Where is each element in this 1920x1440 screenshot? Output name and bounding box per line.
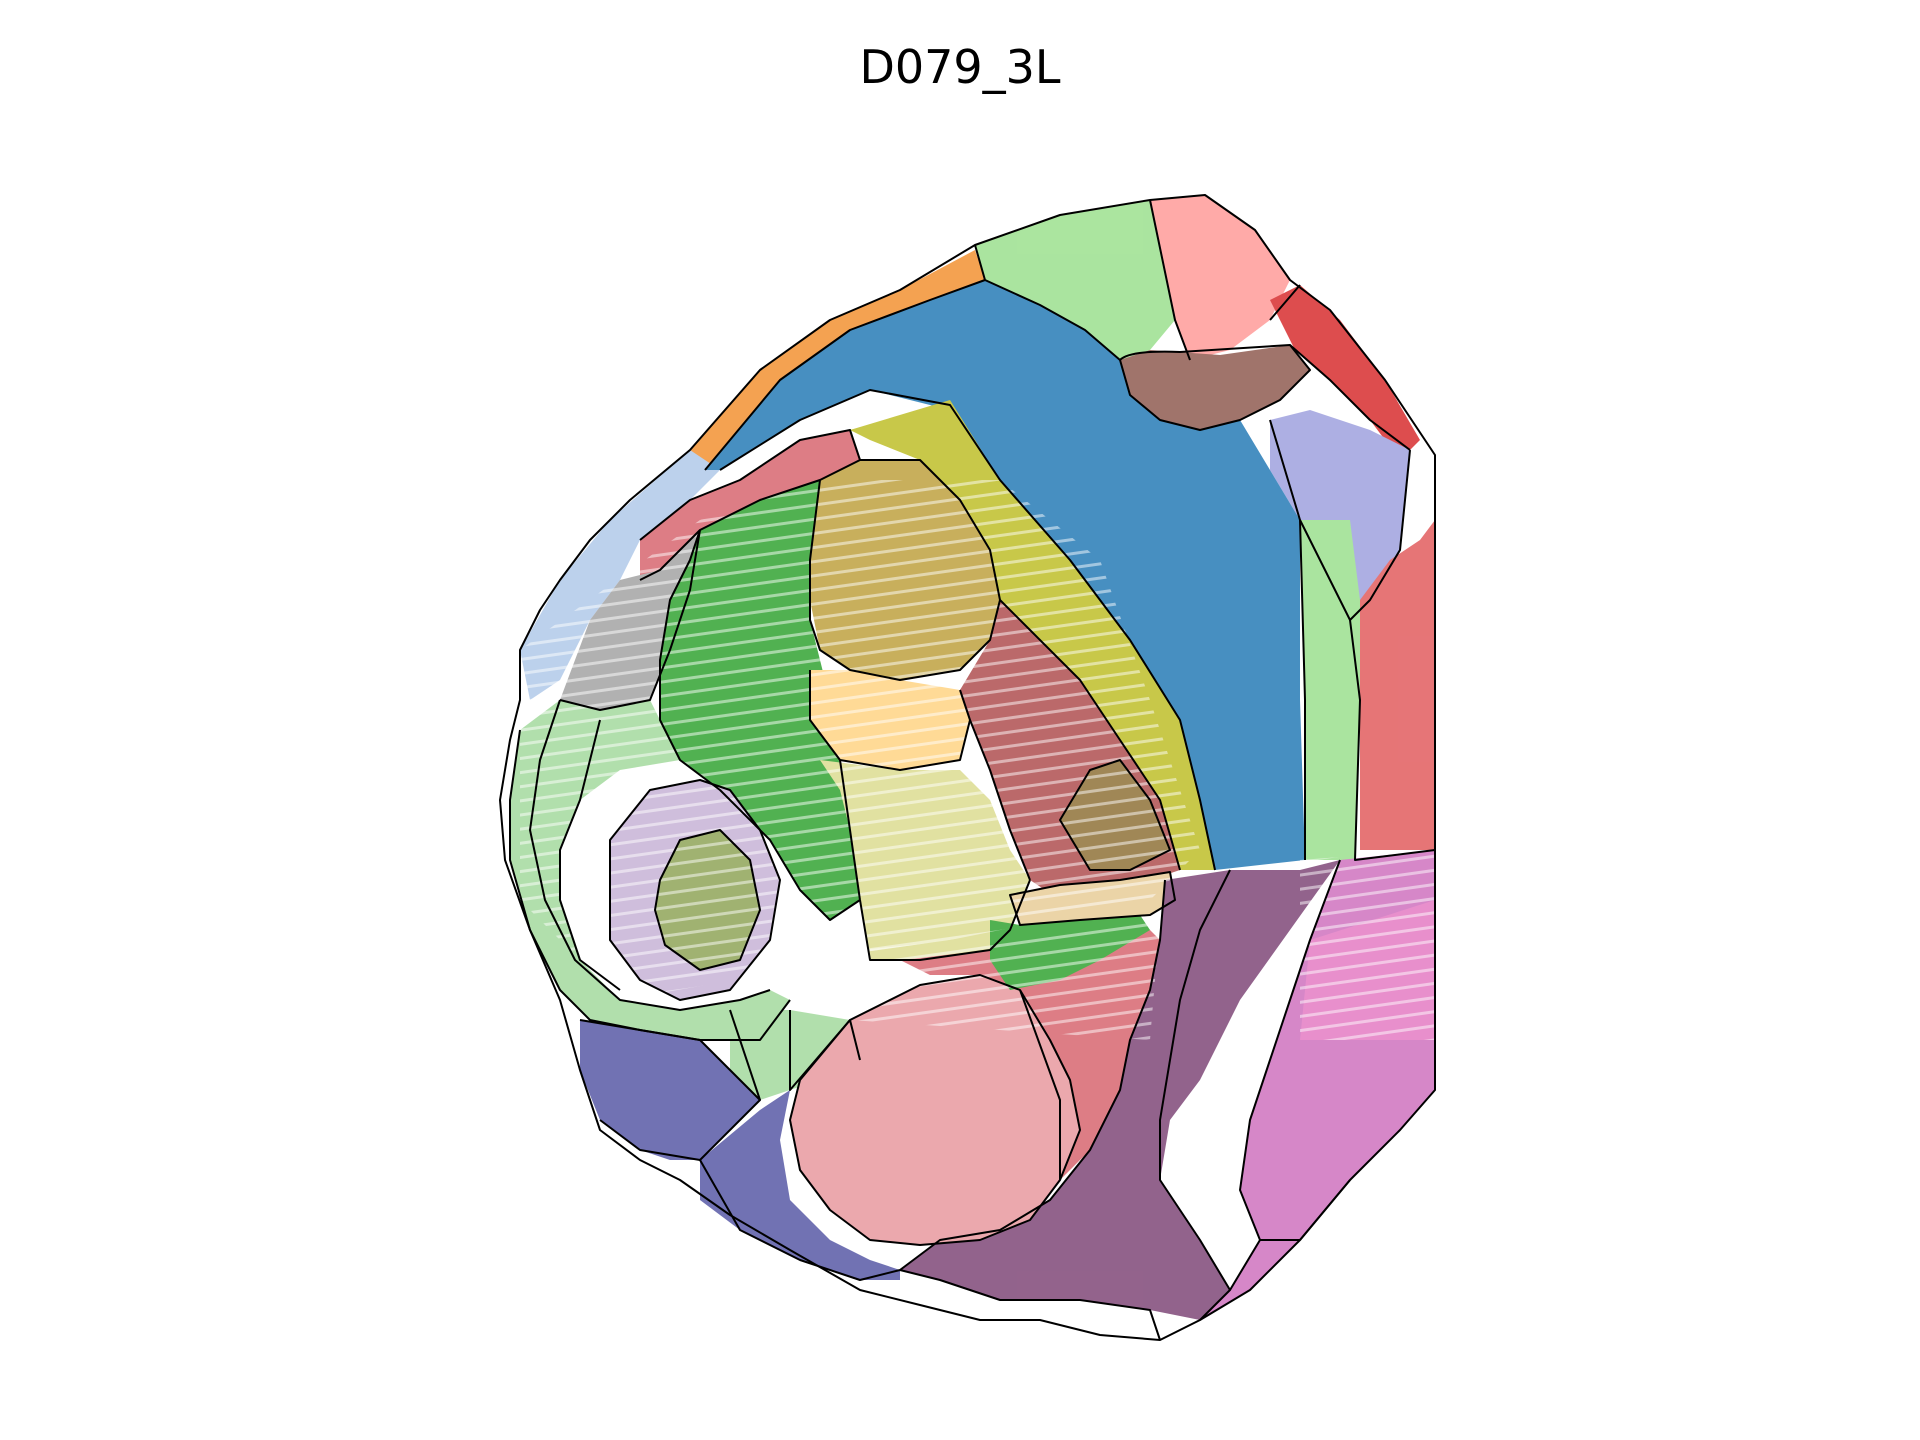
- boundary-orange: [704, 279, 986, 471]
- boundary-pale-center: [839, 759, 1031, 961]
- region-lavender-right: [1270, 410, 1410, 620]
- chart-title: D079_3L: [859, 40, 1061, 94]
- boundary-magenta-bottom: [1260, 1179, 1351, 1241]
- boundary-lavender-loop: [609, 779, 781, 1001]
- scan-stripes-mid: [760, 920, 1160, 1040]
- boundary-indigo: [579, 1019, 761, 1161]
- region-orange-top: [690, 250, 985, 470]
- boundary-green-top: [974, 244, 1121, 361]
- boundary-indigo-lower: [699, 1159, 901, 1281]
- boundary-yellow-green: [860, 459, 1181, 871]
- region-light-green-strip-right: [1300, 520, 1360, 860]
- boundary-red-top: [1269, 284, 1411, 451]
- region-red-top-right: [1270, 285, 1420, 460]
- boundary-gold: [809, 479, 1001, 681]
- boundary-wheat: [1009, 871, 1176, 926]
- boundary-green-strip: [1349, 619, 1436, 861]
- boundary-red-bottom-link: [1019, 989, 1061, 1180]
- boundary-purple-inner: [899, 879, 1166, 1271]
- boundary-ring-3: [559, 719, 621, 991]
- boundary-lavender: [1269, 419, 1411, 621]
- region-blue-main: [705, 280, 1305, 870]
- region-salmon-top-right: [1150, 195, 1290, 360]
- region-light-green-top: [975, 200, 1175, 360]
- boundary-purple-outer: [1199, 859, 1341, 1321]
- boundary-dark-red: [969, 719, 1031, 881]
- boundary-purple-mid: [1159, 869, 1231, 1291]
- boundary-bottom-edge: [899, 1269, 1161, 1341]
- boundary-khaki: [1059, 759, 1171, 871]
- region-light-green-lower: [730, 1010, 860, 1100]
- boundary-olive-oval: [654, 829, 761, 971]
- tissue-outline: [499, 194, 1436, 1341]
- region-red-bottom: [790, 975, 1080, 1245]
- scan-stripes-right: [1300, 850, 1435, 1040]
- boundary-salmon: [1149, 199, 1191, 361]
- boundary-ring-1: [509, 729, 791, 1041]
- scan-stripes-left: [520, 480, 1200, 1000]
- boundary-blue-right: [1299, 519, 1306, 860]
- region-indigo-bottom: [700, 1090, 900, 1280]
- region-red-stripes-right: [1360, 520, 1435, 850]
- boundary-blue-inner: [719, 389, 1216, 871]
- boundary-ring-2: [529, 699, 771, 1011]
- boundary-green-mid: [659, 529, 861, 921]
- boundary-brown: [1119, 344, 1311, 431]
